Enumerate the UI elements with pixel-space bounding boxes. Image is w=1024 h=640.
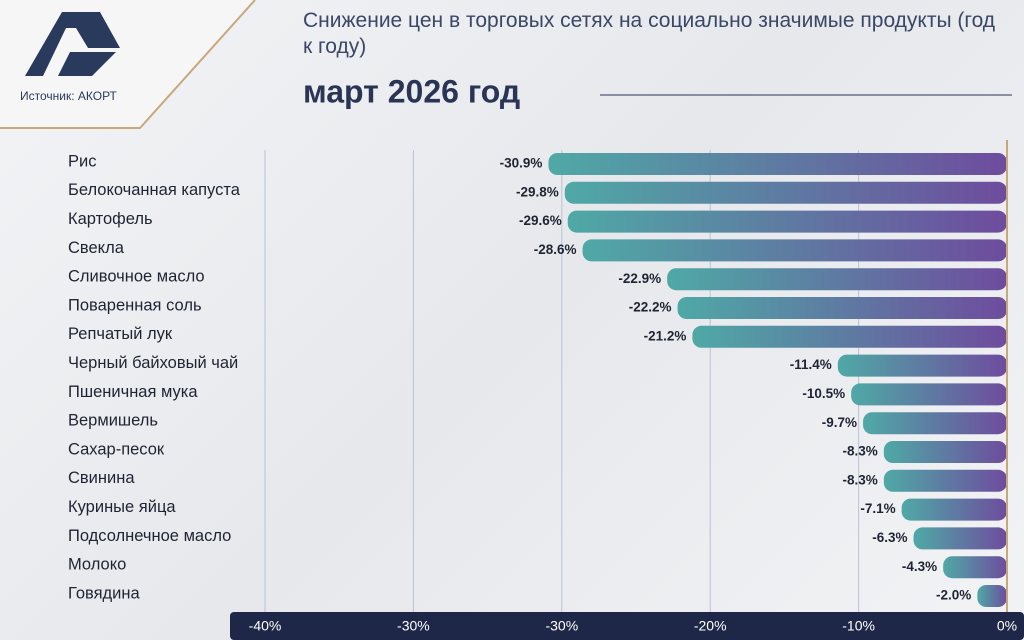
data-label: -30.9% [500, 156, 543, 171]
title-box: Снижение цен в торговых сетях на социаль… [303, 9, 996, 58]
x-tick-label: -20% [694, 618, 727, 634]
source: Источник: АКОРТ [20, 89, 118, 103]
bar [564, 181, 1007, 204]
data-label: -21.2% [644, 328, 687, 343]
bar [677, 297, 1007, 319]
data-label: -28.6% [534, 242, 577, 257]
x-tick-label: -30% [545, 618, 578, 634]
data-label: -22.9% [618, 271, 661, 286]
bar [692, 325, 1007, 348]
chart-subtitle: март 2026 год [303, 73, 520, 109]
bar [567, 210, 1007, 233]
x-tick-label: -30% [397, 618, 430, 634]
data-label: -29.6% [519, 213, 562, 228]
y-tick-label: Репчатый лук [68, 325, 173, 343]
data-label: -2.0% [936, 588, 971, 603]
y-tick-label: Рис [68, 152, 96, 170]
y-tick-label: Свекла [68, 239, 125, 257]
data-label: -9.7% [822, 415, 857, 430]
x-tick-label: -40% [249, 618, 282, 634]
bar [943, 556, 1007, 579]
data-label: -22.2% [629, 300, 672, 315]
bar [548, 153, 1007, 175]
bar [883, 441, 1007, 463]
data-label: -10.5% [802, 386, 845, 401]
y-tick-label: Сливочное масло [68, 268, 205, 286]
x-tick-label: -10% [842, 618, 875, 634]
data-label: -8.3% [843, 472, 878, 487]
bar [901, 498, 1007, 521]
bar [883, 469, 1007, 492]
x-tick-label: 0% [997, 618, 1017, 634]
bar [667, 268, 1007, 291]
y-tick-label: Свинина [68, 469, 135, 487]
y-tick-label: Сахар-песок [68, 440, 165, 458]
chart-title: Снижение цен в торговых сетях на социаль… [303, 9, 996, 58]
data-label: -4.3% [902, 559, 937, 574]
x-axis-band [230, 612, 1024, 640]
logo-border [0, 0, 256, 129]
bar [913, 527, 1007, 550]
bar [837, 354, 1007, 377]
y-tick-label: Картофель [68, 210, 153, 228]
data-label: -8.3% [843, 444, 878, 459]
logo [25, 12, 120, 76]
y-tick-label: Подсолнечное масло [68, 527, 231, 545]
bar [582, 239, 1007, 262]
y-tick-label: Куриные яйца [68, 498, 176, 516]
bar [851, 383, 1007, 406]
data-label: -7.1% [860, 501, 895, 516]
bar [863, 412, 1007, 435]
y-tick-label: Говядина [68, 584, 140, 602]
data-label: -6.3% [872, 530, 907, 545]
y-tick-label: Белокочанная капуста [68, 181, 241, 199]
data-label: -29.8% [516, 184, 559, 199]
data-label: -11.4% [790, 357, 832, 372]
bar [977, 585, 1007, 607]
y-tick-label: Вермишель [68, 412, 158, 430]
y-tick-label: Черный байховый чай [68, 354, 238, 372]
y-tick-label: Молоко [68, 556, 126, 574]
y-tick-label: Пшеничная мука [68, 383, 198, 401]
y-tick-label: Поваренная соль [68, 296, 202, 314]
